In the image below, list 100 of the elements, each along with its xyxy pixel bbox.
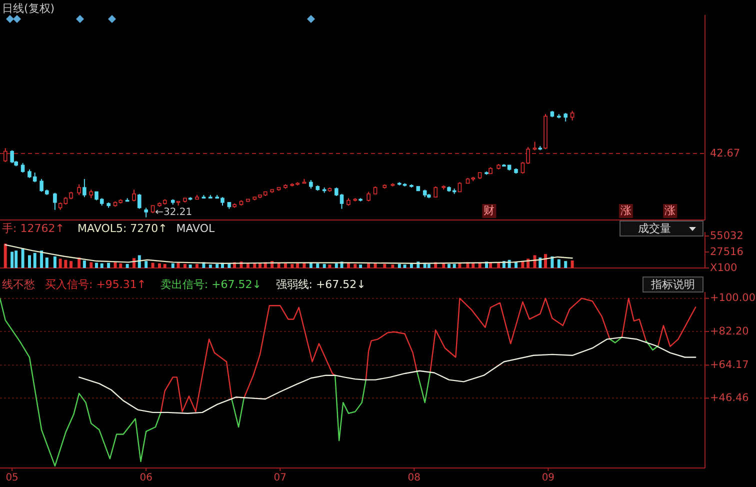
annotation: 成交量 [638,222,671,236]
bar [403,264,406,268]
bar [171,263,174,268]
bar [196,264,199,268]
button: 指标说明 [642,276,704,292]
dropdown-button: 成交量 [620,220,704,236]
bar [570,260,574,268]
y-tick-label: +100.00 [710,292,756,304]
candlestick [570,110,574,121]
candlestick [10,150,14,164]
line-series [78,336,696,414]
bar [216,264,219,268]
bar [564,261,568,268]
annotation: 涨 [664,204,676,218]
bar [284,263,287,268]
bar [138,255,141,268]
bar [10,252,14,268]
bar [367,263,370,268]
bar [334,263,338,268]
bar [45,258,48,268]
bar [90,262,93,268]
y-tick-label: +82.20 [710,325,749,338]
candlestick [53,192,57,210]
bar [472,263,475,268]
bar [188,264,192,268]
text: 买入信号: +95.31↑ [45,278,146,292]
candlestick [77,184,81,196]
bar [126,264,129,268]
bar [119,263,122,268]
annotation: 涨 [620,204,632,218]
x-tick-label: 06 [140,472,152,484]
x-tick-label: 09 [542,472,555,484]
bar [497,262,500,268]
bar [4,244,7,268]
bar [452,264,456,268]
text: MAVOL5: 7270↑ [78,222,168,236]
candlestick [82,178,86,198]
bar [557,259,560,268]
bar [70,261,73,268]
text: 42.67 [710,147,740,160]
series-label: 手: 12762↑ [2,222,64,236]
candlestick [366,191,370,202]
bar [95,262,98,268]
bar [14,250,18,268]
annotation: MAVOL [176,222,216,236]
x-tick-label: 05 [6,472,18,484]
y-tick-label: X100 [710,262,738,274]
text: 卖出信号: +67.52↓ [160,278,262,292]
bar [158,263,161,268]
bar [398,264,401,268]
bar [40,250,44,268]
bar [322,264,326,268]
bar [183,264,186,268]
bar [107,262,110,268]
bar [359,264,362,268]
y-tick-label: 27516 [710,246,744,258]
line-series [4,244,573,264]
bar [427,264,430,268]
bar [448,264,450,268]
chart-title: 日线(复权) [2,2,55,16]
bar [544,254,548,268]
bar [33,252,36,268]
candlestick [20,162,25,174]
bar [176,262,180,268]
bar [383,264,386,268]
bar [53,256,56,268]
bar [208,264,212,268]
x-tick-label: 08 [408,472,421,484]
annotation: ←32.21 [155,207,192,218]
bar [316,263,320,268]
bar [163,264,166,268]
y-tick-label: 55032 [710,230,744,242]
bar [28,255,31,268]
candlestick [434,186,438,198]
bar [328,264,332,268]
y-tick-label: +64.17 [710,359,749,372]
bar [114,262,117,268]
bar [21,248,24,268]
bar [144,261,148,268]
bar [100,263,104,268]
candlestick [458,182,462,192]
bar [151,262,154,268]
bar [64,260,68,268]
text: 强弱线: +67.52↓ [276,278,366,292]
candlestick [3,148,8,162]
bar [391,264,394,268]
candlestick [137,193,142,210]
bar [296,263,300,268]
x-tick-label: 07 [274,472,286,484]
candlestick [144,207,148,218]
candlestick [132,189,136,202]
bar [82,260,86,268]
bar [290,264,294,268]
chart-title: 线不愁 [2,278,35,292]
bar [354,264,357,268]
bar [442,263,446,268]
bar [253,263,256,268]
annotation: 财 [484,204,495,218]
y-tick-label: +46.46 [710,392,750,404]
bar [58,258,62,268]
